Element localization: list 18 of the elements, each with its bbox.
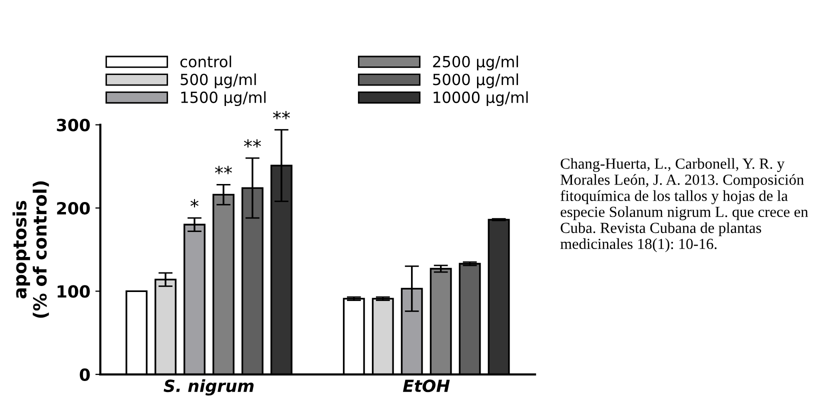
legend-label: 5000 µg/ml: [433, 73, 518, 88]
y-axis-title: apoptosis (% of control): [12, 181, 49, 318]
annotation: **: [244, 139, 261, 148]
y-tick-label: 200: [57, 202, 90, 215]
y-tick-label: 100: [58, 285, 90, 298]
y-tick-label: 300: [56, 118, 90, 132]
text: Chang-Huerta, L., Carbonell, Y. R. y Morales León, J. A. 2013. Composición fitoquímica de los tallos y hojas de la especie Solanum nigrum L. que crece en Cuba. Revista Cubana de plantas medicinales 18(1): 10-16.: [560, 158, 808, 252]
y-tick-label: 0: [80, 368, 90, 381]
x-tick-label: S. nigrum: [164, 379, 254, 396]
text: **: [272, 110, 290, 120]
legend-label: 500 µg/ml: [180, 73, 256, 88]
annotation: *: [190, 199, 198, 208]
legend-label: 10000 µg/ml: [434, 91, 528, 106]
legend-label: control: [180, 56, 232, 68]
legend-label: 2500 µg/ml: [433, 56, 518, 70]
x-tick-label: EtOH: [402, 380, 450, 392]
legend-label: 1500 µg/ml: [181, 91, 266, 106]
annotation: **: [215, 166, 232, 174]
